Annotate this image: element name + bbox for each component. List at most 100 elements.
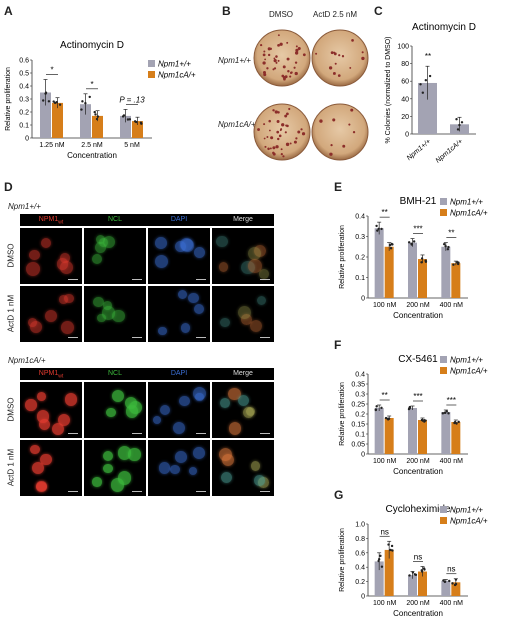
colony-dot	[294, 61, 298, 64]
data-point	[442, 242, 446, 246]
micro-image	[148, 286, 210, 342]
significance-label: **	[382, 391, 388, 400]
x-axis-label: Concentration	[393, 467, 443, 476]
colony-dot	[273, 67, 277, 70]
panel-letter-c: C	[374, 4, 383, 18]
data-point	[454, 578, 458, 581]
colony-dot	[277, 137, 280, 141]
y-tick-label: 0.3	[355, 234, 365, 241]
data-point	[388, 243, 392, 247]
data-point	[424, 79, 428, 82]
nucleus-blob	[180, 323, 191, 333]
nucleus-blob	[178, 290, 188, 300]
colony-dot	[352, 131, 356, 134]
channel-subscript: wt	[58, 373, 64, 380]
data-point	[389, 247, 393, 250]
colony-dot	[285, 142, 290, 147]
chart-bmh21-e: BMH-21 Relative proliferation 0 0.1 0.2 0.3 0.…	[339, 196, 488, 320]
bar	[374, 228, 384, 298]
data-point	[41, 99, 45, 102]
colony-dot	[269, 147, 272, 150]
nucleus-blob	[92, 254, 103, 265]
nucleus-blob	[241, 260, 255, 274]
data-point	[88, 95, 91, 99]
data-point	[448, 579, 451, 583]
y-tick-label: 60	[401, 79, 409, 86]
y-tick-label: 0.6	[19, 58, 29, 65]
legend-label-mut: Npm1cA/+	[450, 367, 488, 376]
colony-dot	[337, 74, 341, 77]
y-tick-label: 0	[25, 136, 29, 143]
x-tick-label: 2.5 nM	[81, 142, 103, 149]
colony-dot	[287, 69, 290, 73]
data-point	[377, 227, 380, 230]
significance-label: **	[382, 208, 388, 217]
colony-dot	[297, 130, 301, 134]
nucleus-blob	[254, 475, 265, 486]
nucleus-blob	[221, 471, 233, 483]
data-point	[126, 118, 130, 121]
colony-dot	[289, 142, 292, 145]
nucleus-blob	[245, 406, 256, 417]
colony-dot	[263, 73, 267, 77]
nucleus-blob	[179, 395, 191, 407]
nucleus-blob	[158, 326, 167, 336]
y-tick-label: 0.5	[19, 71, 29, 78]
colony-dot	[351, 38, 354, 42]
colony-dot	[280, 152, 283, 156]
data-point	[422, 567, 426, 570]
colony-dot	[269, 47, 272, 51]
data-point	[456, 262, 460, 266]
colony-dot	[279, 42, 283, 46]
bar	[80, 104, 91, 138]
data-point	[95, 117, 99, 121]
x-tick-label: Npm1+/+	[406, 138, 433, 162]
data-point	[377, 558, 381, 561]
nucleus-blob	[254, 245, 267, 258]
bar	[418, 571, 427, 596]
bar	[441, 580, 451, 596]
colony-dot	[338, 54, 341, 57]
colony-dot	[278, 134, 282, 138]
bar	[52, 102, 63, 138]
x-axis-label: Concentration	[393, 609, 443, 618]
channel-name: NCL	[107, 370, 122, 377]
panel-letter-d: D	[4, 180, 13, 194]
colony-dot	[295, 45, 298, 48]
colony-plates	[253, 29, 369, 161]
channel-label-ch1: NPM1wt	[20, 370, 82, 379]
x-tick-label: 400 nM	[440, 458, 464, 465]
colony-dot	[282, 155, 285, 158]
scale-bar	[132, 433, 142, 434]
nucleus-blob	[56, 258, 69, 270]
colony-dot	[263, 137, 266, 140]
legend-swatch-wt	[440, 356, 447, 363]
colony-dot	[295, 48, 299, 52]
y-tick-label: 0.6	[355, 550, 365, 557]
colony-dot	[286, 41, 289, 44]
chart-title: Actinomycin D	[60, 40, 124, 51]
micro-image	[20, 228, 82, 284]
channel-subscript: wt	[58, 219, 64, 226]
y-tick-label: 0.3	[355, 392, 365, 399]
colony-dot	[341, 55, 345, 58]
data-point	[94, 113, 97, 116]
channel-name: NCL	[107, 216, 122, 223]
colony-dot	[348, 123, 351, 126]
y-axis-label: % Colonies (normalized to DMSO)	[385, 37, 392, 144]
colony-plate	[253, 103, 311, 161]
scale-bar	[260, 433, 270, 434]
colony-dot	[272, 109, 275, 112]
data-point	[391, 549, 394, 552]
channel-label-ch4: Merge	[212, 370, 274, 377]
nucleus-blob	[152, 416, 161, 425]
data-point	[411, 571, 415, 574]
data-point	[452, 263, 455, 266]
panel-letter-a: A	[4, 4, 13, 18]
micro-image	[212, 228, 274, 284]
chart-title: BMH-21	[400, 196, 437, 207]
micro-row-label-row_actd: ActD 1 nM	[6, 448, 16, 487]
bar	[408, 575, 417, 596]
nucleus-blob	[174, 451, 187, 463]
colony-dot	[350, 108, 354, 112]
